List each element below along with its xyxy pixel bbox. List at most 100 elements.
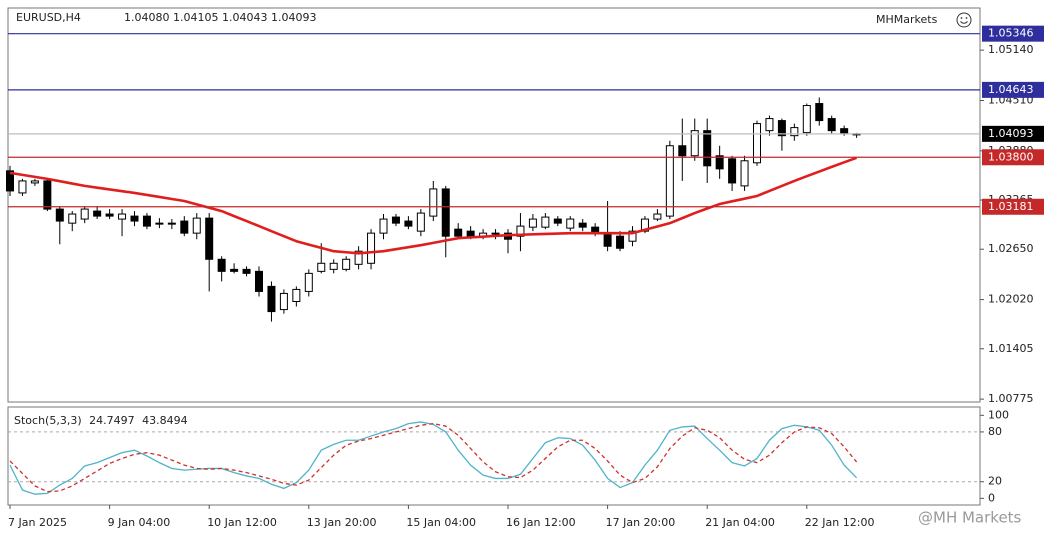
stoch-d-value: 43.8494 [142,414,188,427]
candle-body [653,213,662,220]
ohlc-header: 1.04080 1.04105 1.04043 1.04093 [124,11,316,24]
plot-layer: 1.051401.045101.038801.032651.026501.020… [6,25,1044,529]
candle-body [192,217,201,234]
candle-body [379,218,388,234]
level-label-box [982,198,1044,215]
level-label: 1.05346 [988,27,1034,40]
candle-body [466,230,475,237]
stoch-line [9,421,858,495]
brand: MHMarkets [876,13,938,26]
candle-body [304,272,313,292]
x-tick-label: 10 Jan 12:00 [207,516,277,529]
candle-body [292,288,301,303]
candle-body [391,216,400,224]
candle-body [105,213,114,217]
candle-body [678,145,687,157]
x-tick-label: 22 Jan 12:00 [805,516,875,529]
x-tick-label: 9 Jan 04:00 [108,516,171,529]
candle-body [230,268,239,272]
candle-body [6,170,14,192]
candle-body [68,213,77,224]
x-tick-label: 13 Jan 20:00 [307,516,377,529]
candle-body [317,262,326,272]
candle-body [155,222,164,225]
candle-body [491,232,500,235]
symbol-title: EURUSD,H4 [16,11,81,24]
x-tick-label: 15 Jan 04:00 [406,516,476,529]
candle-body [454,228,463,237]
candle-body [765,118,774,132]
main-panel-frame [7,7,981,403]
candle-body [255,270,263,292]
y-tick-label: 0 [988,491,995,504]
candle-body [118,213,127,220]
y-tick-label: 1.01405 [988,342,1034,355]
stoch-line [9,422,858,493]
stoch-k-value: 24.7497 [89,414,135,427]
y-tick-label: 1.02650 [988,242,1034,255]
x-tick-label: 7 Jan 2025 [8,516,67,529]
y-tick-label: 1.00775 [988,392,1034,405]
candle-body [18,180,27,194]
candle-body [242,268,251,274]
candle-body [528,218,537,228]
x-tick-label: 21 Jan 04:00 [705,516,775,529]
x-tick-label: 17 Jan 20:00 [606,516,676,529]
candle-body [80,208,89,220]
level-label-box [982,81,1044,98]
y-tick-label: 1.05140 [988,43,1034,56]
watermark: @MH Markets [918,509,1022,527]
candle-body [55,208,64,222]
candle-body [205,217,214,260]
candle-body [354,250,363,265]
candle-body [740,160,749,187]
candle-body [516,225,525,237]
candle-body [30,180,39,184]
y-tick-label: 20 [988,475,1002,488]
candle-body [329,262,338,270]
candle-body [603,232,612,247]
candle-body [267,285,276,313]
candle-body [777,120,786,137]
y-tick-label: 1.02020 [988,293,1034,306]
y-tick-label: 100 [988,408,1009,421]
level-label: 1.03181 [988,200,1034,213]
candle-body [840,128,849,135]
candle-body [441,188,450,237]
candle-body [790,127,799,137]
candle-body [142,215,151,227]
candle-body [566,218,575,229]
level-label: 1.03800 [988,150,1034,163]
candle-body [690,130,699,157]
candle-body [541,216,550,228]
candle-body [180,220,189,234]
level-label: 1.04643 [988,83,1034,96]
smiley-icon [956,12,972,28]
candle-body [815,103,824,122]
stoch-panel-frame [7,406,981,506]
y-tick-label: 80 [988,425,1002,438]
candle-body [367,232,376,264]
candle-body [342,258,351,270]
candle-body [578,222,587,228]
candle-body [802,105,811,134]
candle-body [429,188,438,217]
candle-body [753,123,761,164]
candle-body [616,235,625,249]
candle-body [665,145,674,217]
candle-body [167,222,176,225]
stoch-header: Stoch(5,3,3) 24.7497 43.8494 [14,414,188,427]
candle-body [93,210,102,217]
candle-body [628,230,637,242]
candle-body [279,292,288,311]
candle-body [130,215,139,222]
candle-body [217,258,226,272]
candle-body [827,118,836,132]
stoch-title: Stoch(5,3,3) [14,414,82,427]
level-label-box [982,25,1044,42]
candle-body [640,218,649,232]
candle-body [703,130,712,167]
